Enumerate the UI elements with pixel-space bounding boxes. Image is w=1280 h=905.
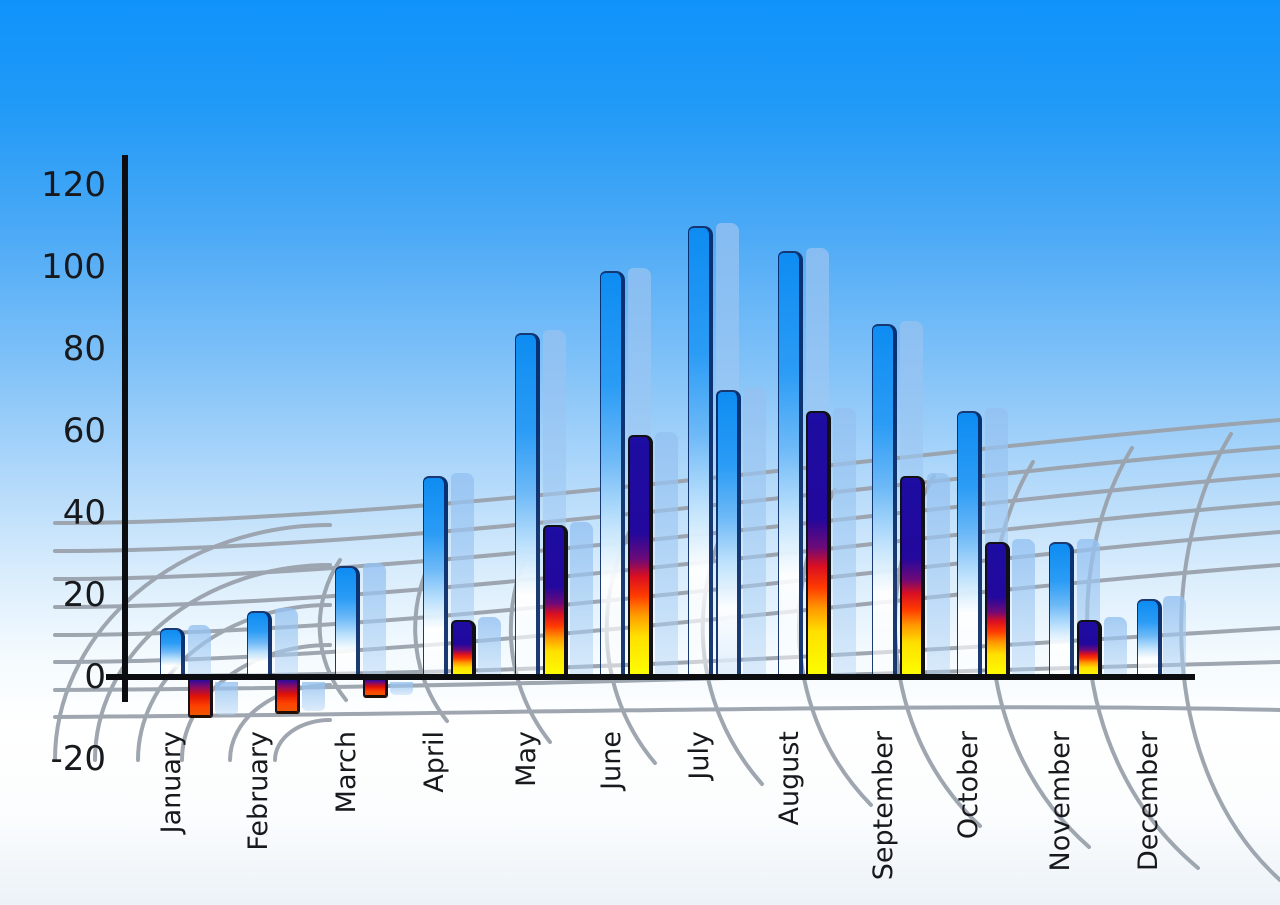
bar-main-april xyxy=(423,476,448,677)
bar-main-december xyxy=(1137,599,1162,677)
month-label-text-june: June xyxy=(596,731,627,790)
bar-secondary-shadow-january xyxy=(215,682,238,715)
month-label-text-july: July xyxy=(684,731,715,780)
bar-secondary-july xyxy=(716,390,741,677)
bar-secondary-shadow-july xyxy=(743,387,766,677)
y-axis-line xyxy=(122,155,128,702)
bar-secondary-june xyxy=(628,435,653,677)
bar-secondary-shadow-october xyxy=(1012,538,1035,677)
bar-secondary-november xyxy=(1077,619,1102,677)
month-label-text-december: December xyxy=(1133,731,1164,872)
bar-main-march xyxy=(335,566,360,677)
bar-secondary-january xyxy=(188,680,213,718)
bar-secondary-august xyxy=(806,410,831,677)
bar-main-july xyxy=(688,226,713,677)
month-label-text-march: March xyxy=(331,731,362,814)
y-tick-label-60: 60 xyxy=(62,411,106,451)
bar-main-june xyxy=(600,271,625,677)
bar-secondary-may xyxy=(543,525,568,677)
bar-main-february xyxy=(247,611,272,677)
y-tick-label-0: 0 xyxy=(84,657,106,697)
month-label-text-august: August xyxy=(774,731,805,826)
bar-secondary-september xyxy=(900,476,925,677)
y-tick-label-100: 100 xyxy=(41,247,106,287)
bar-main-november xyxy=(1049,541,1074,677)
x-axis-line xyxy=(106,674,1195,680)
bar-main-october xyxy=(957,410,982,677)
month-label-text-april: April xyxy=(419,731,450,793)
y-tick-label-20: 20 xyxy=(62,575,106,615)
month-label-text-may: May xyxy=(511,731,542,787)
bar-main-august xyxy=(778,250,803,677)
month-label-text-october: October xyxy=(953,731,984,840)
bar-secondary-march xyxy=(363,680,388,698)
bar-secondary-shadow-august xyxy=(833,407,856,677)
bar-secondary-shadow-june xyxy=(655,432,678,677)
bar-secondary-shadow-march xyxy=(390,682,413,695)
bar-main-january xyxy=(160,627,185,677)
y-tick-label-80: 80 xyxy=(62,329,106,369)
bar-secondary-shadow-february xyxy=(302,682,325,711)
bar-secondary-shadow-may xyxy=(570,522,593,677)
bar-secondary-shadow-september xyxy=(927,473,950,677)
month-label-text-february: February xyxy=(243,731,274,851)
bar-shadow-february xyxy=(275,608,298,677)
bar-secondary-october xyxy=(985,541,1010,677)
bar-secondary-april xyxy=(451,619,476,677)
bar-main-september xyxy=(872,324,897,677)
y-tick-label-40: 40 xyxy=(62,493,106,533)
bar-secondary-shadow-november xyxy=(1104,616,1127,677)
month-label-text-september: September xyxy=(868,731,899,881)
bar-shadow-january xyxy=(188,624,211,677)
month-label-text-january: January xyxy=(156,731,187,834)
y-tick-label--20: -20 xyxy=(50,739,106,779)
bar-main-may xyxy=(515,332,540,677)
bar-secondary-shadow-april xyxy=(478,616,501,677)
bar-shadow-december xyxy=(1163,596,1186,677)
y-tick-label-120: 120 xyxy=(41,165,106,205)
month-label-text-november: November xyxy=(1045,731,1076,872)
bar-shadow-march xyxy=(363,563,386,677)
bar-secondary-february xyxy=(275,680,300,714)
